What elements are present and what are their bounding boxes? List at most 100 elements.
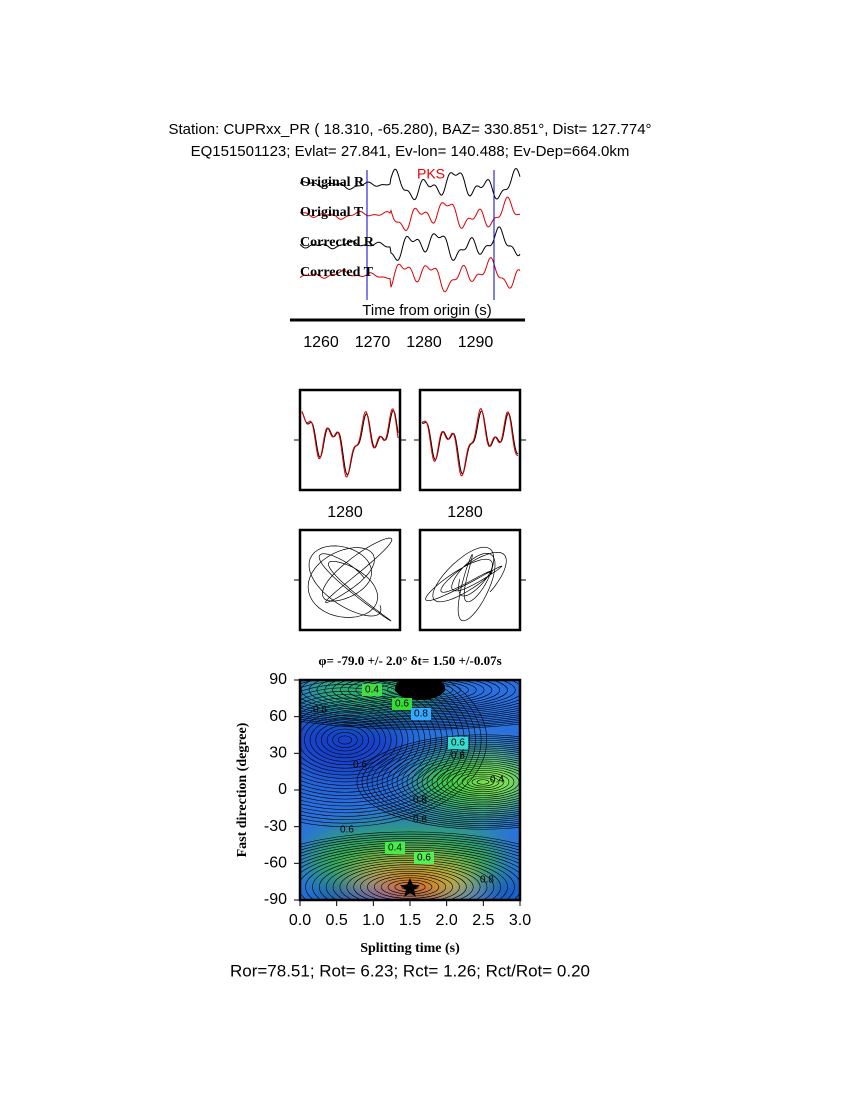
x-tick-label: 1270 xyxy=(355,334,391,351)
contour-line xyxy=(300,708,398,772)
x-tick-label: 0.0 xyxy=(289,912,311,929)
contour-line xyxy=(339,864,481,900)
trace-label: Original R xyxy=(300,175,365,190)
x-tick-label: 0.5 xyxy=(326,912,348,929)
panel-frame xyxy=(418,528,522,632)
contour-line xyxy=(376,741,520,823)
contour-line xyxy=(366,738,520,826)
trace-label: Original T xyxy=(300,205,364,220)
contour-line xyxy=(305,853,515,900)
contour-line xyxy=(371,740,520,824)
contour-line xyxy=(300,704,403,776)
contour-line xyxy=(300,710,520,722)
contour-line xyxy=(402,686,438,694)
contour-line xyxy=(300,680,476,821)
waveform xyxy=(301,408,399,478)
contour-line xyxy=(300,840,520,857)
contour-label: 0.4 xyxy=(365,685,379,696)
trace-label: Corrected T xyxy=(300,265,374,280)
x-tick-label: 1280 xyxy=(327,504,363,521)
contour-line xyxy=(300,690,426,790)
contour-line xyxy=(325,860,495,900)
y-tick-label: -90 xyxy=(264,891,287,908)
contour-line xyxy=(360,870,460,900)
x-tick-label: 1.0 xyxy=(362,912,384,929)
contour-label: 0.6 xyxy=(340,825,354,836)
contour-label: 0.8 xyxy=(413,815,427,826)
header-line: EQ151501123; Evlat= 27.841, Ev-lon= 140.… xyxy=(191,143,630,160)
contour-label: 0.6 xyxy=(451,738,465,749)
contour-line xyxy=(300,694,420,786)
contour-line xyxy=(300,835,520,851)
contour-label: 0.6 xyxy=(417,853,431,864)
contour-line xyxy=(300,680,482,824)
contour-line xyxy=(340,680,500,707)
contour-line xyxy=(476,779,490,785)
phase-label: PKS xyxy=(417,166,445,182)
contour-label-box xyxy=(392,698,412,710)
best-fit-star xyxy=(400,878,420,897)
contour-line xyxy=(380,877,440,897)
contour-label-box xyxy=(385,842,405,854)
contour-line xyxy=(361,736,520,828)
contour-label-box xyxy=(362,684,382,696)
x-axis-label: Time from origin (s) xyxy=(362,302,491,319)
contour-line xyxy=(456,771,510,793)
contour-line xyxy=(332,732,358,748)
waveform xyxy=(421,410,519,475)
contour-line xyxy=(396,749,520,815)
contour-line xyxy=(321,725,369,755)
contour-line xyxy=(312,855,508,900)
contour-line xyxy=(300,701,409,779)
y-tick-label: 30 xyxy=(269,745,287,762)
contour-line xyxy=(347,680,493,705)
x-tick-label: 1280 xyxy=(447,504,483,521)
x-tick-label: 2.5 xyxy=(472,912,494,929)
particle-motion xyxy=(425,546,507,622)
contour-line xyxy=(391,747,520,817)
contour-line xyxy=(353,868,467,900)
y-tick-label: 90 xyxy=(269,671,287,688)
contour-line xyxy=(304,714,386,766)
contour-line xyxy=(332,862,488,900)
contour-line xyxy=(386,745,520,819)
contour-label: 0.8 xyxy=(313,705,327,716)
contour-line xyxy=(326,728,364,752)
contour-line xyxy=(394,684,446,696)
contour-line xyxy=(401,751,520,813)
contour-line xyxy=(346,866,474,900)
waveform xyxy=(299,167,521,201)
waveform xyxy=(299,226,521,261)
contour-label: 0.4 xyxy=(490,775,504,786)
x-tick-label: 2.0 xyxy=(436,912,458,929)
y-tick-label: -30 xyxy=(264,818,287,835)
contour-line xyxy=(300,714,520,725)
contour-line xyxy=(300,844,520,865)
trace-panel xyxy=(299,167,521,300)
contour-line xyxy=(373,875,447,899)
contour-line xyxy=(300,833,520,848)
panel-frame xyxy=(418,388,522,492)
contour-line xyxy=(300,851,520,900)
x-tick-label: 1280 xyxy=(406,334,442,351)
x-tick-label: 1260 xyxy=(303,334,339,351)
header-line: Station: CUPRxx_PR ( 18.310, -65.280), B… xyxy=(168,121,651,138)
contour-line xyxy=(300,680,471,817)
contour-label: 0.6 xyxy=(395,699,409,710)
y-tick-label: -60 xyxy=(264,855,287,872)
contour-line xyxy=(471,777,495,787)
contour-line xyxy=(300,849,520,874)
x-axis-label: Splitting time (s) xyxy=(360,941,460,956)
contour-line xyxy=(300,846,520,869)
contour-line xyxy=(411,755,520,809)
contour-line xyxy=(300,687,431,793)
waveform xyxy=(299,257,521,293)
contour-line xyxy=(381,743,520,821)
contour-line xyxy=(300,680,488,827)
contour-line xyxy=(431,762,520,802)
grid-search: 0.4 0.6 0.8 0.8 0.6 0.8 0.4 0.6 0.8 0.8 0.6 0.4 0.6 0… xyxy=(294,678,522,906)
particle-motion xyxy=(307,537,393,622)
contour-line xyxy=(426,760,520,804)
contour-line xyxy=(300,716,520,727)
